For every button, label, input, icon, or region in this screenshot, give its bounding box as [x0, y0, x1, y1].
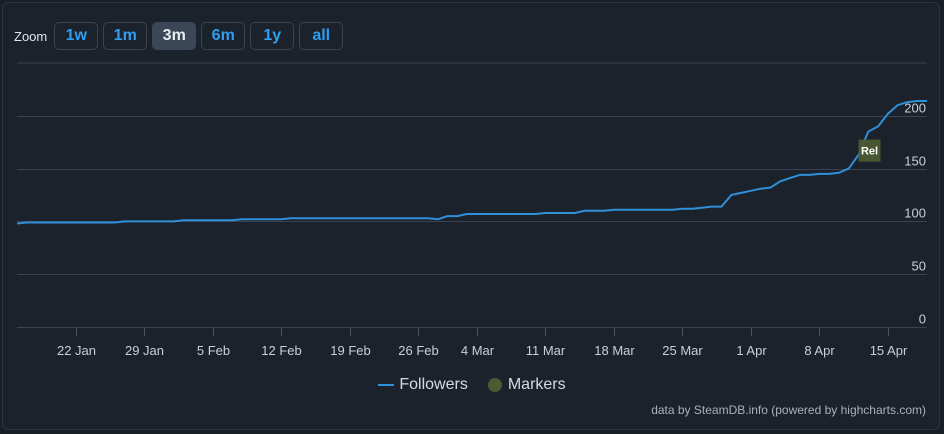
x-tick-label: 18 Mar: [594, 343, 635, 358]
x-tick-label: 25 Mar: [662, 343, 703, 358]
zoom-1y-button[interactable]: 1y: [250, 22, 295, 50]
x-tick-label: 15 Apr: [870, 343, 908, 358]
x-tick-label: 19 Feb: [330, 343, 370, 358]
x-tick-label: 1 Apr: [736, 343, 767, 358]
y-tick-label: 50: [912, 259, 926, 274]
x-tick-label: 11 Mar: [526, 343, 566, 358]
zoom-all-button[interactable]: all: [299, 22, 344, 50]
legend-label-followers: Followers: [399, 376, 468, 393]
legend-item-followers[interactable]: Followers: [378, 376, 468, 394]
series-line-followers: [16, 100, 927, 225]
zoom-3m-button[interactable]: 3m: [152, 22, 197, 50]
x-tick-label: 22 Jan: [57, 343, 96, 358]
y-tick-label: 150: [904, 154, 926, 169]
x-tick-label: 5 Feb: [197, 343, 230, 358]
zoom-bar: Zoom 1w 1m 3m 6m 1y all: [14, 21, 348, 51]
zoom-6m-button[interactable]: 6m: [201, 22, 246, 50]
legend: Followers Markers: [0, 376, 944, 394]
marker-label: Rel: [861, 146, 878, 158]
x-tick-label: 29 Jan: [125, 343, 164, 358]
zoom-label: Zoom: [14, 28, 48, 44]
x-tick-label: 12 Feb: [261, 343, 301, 358]
x-tick-label: 4 Mar: [461, 343, 495, 358]
marker-flag: [858, 139, 881, 162]
y-tick-label: 200: [904, 101, 926, 116]
zoom-1w-button[interactable]: 1w: [54, 22, 99, 50]
legend-label-markers: Markers: [507, 376, 566, 393]
legend-dot-icon: [487, 378, 502, 392]
chart-panel: [2, 2, 940, 430]
zoom-1m-button[interactable]: 1m: [103, 22, 148, 50]
x-tick-label: 26 Feb: [398, 343, 438, 358]
credits[interactable]: data by SteamDB.info (powered by highcha…: [651, 403, 926, 417]
x-tick-label: 8 Apr: [804, 343, 835, 358]
legend-item-markers[interactable]: Markers: [487, 376, 566, 394]
y-tick-label: 100: [904, 206, 926, 221]
y-tick-label: 0: [919, 312, 926, 327]
legend-line-icon: [378, 384, 395, 386]
